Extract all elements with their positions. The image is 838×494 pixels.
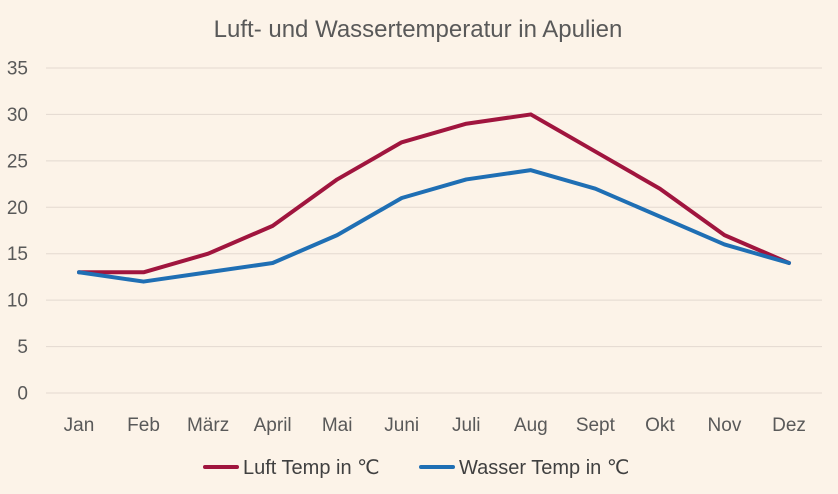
grid-lines [46, 67, 822, 394]
x-tick-label: Aug [514, 415, 548, 436]
x-tick-label: Dez [772, 415, 806, 436]
y-tick-label: 35 [7, 59, 28, 80]
x-tick-label: Juni [384, 415, 419, 436]
x-tick-label: April [254, 415, 292, 436]
y-tick-label: 30 [7, 105, 28, 126]
x-tick-label: Feb [127, 415, 160, 436]
chart-title: Luft- und Wassertemperatur in Apulien [214, 16, 623, 43]
y-axis-tick-labels: 0 5 10 15 20 25 30 35 [7, 59, 28, 405]
legend: Luft Temp in ℃ Wasser Temp in ℃ [203, 457, 629, 479]
x-tick-label: Sept [576, 415, 616, 436]
x-tick-label: März [187, 415, 229, 436]
y-tick-label: 20 [7, 198, 28, 219]
x-axis-tick-labels: Jan Feb März April Mai Juni Juli Aug Sept Okt Nov D… [64, 415, 806, 436]
series-line-wasser [77, 168, 791, 284]
x-tick-label: Nov [708, 415, 742, 436]
x-tick-label: Okt [645, 415, 675, 436]
series-line-luft [77, 112, 791, 275]
legend-label: Luft Temp in ℃ [243, 457, 380, 479]
x-tick-label: Jan [64, 415, 95, 436]
y-tick-label: 10 [7, 291, 28, 312]
legend-label: Wasser Temp in ℃ [459, 457, 629, 479]
series-lines [77, 112, 791, 284]
x-tick-label: Mai [322, 415, 353, 436]
y-tick-label: 0 [17, 384, 28, 405]
y-tick-label: 25 [7, 151, 28, 172]
x-tick-label: Juli [452, 415, 481, 436]
y-tick-label: 15 [7, 244, 28, 265]
y-tick-label: 5 [17, 337, 28, 358]
